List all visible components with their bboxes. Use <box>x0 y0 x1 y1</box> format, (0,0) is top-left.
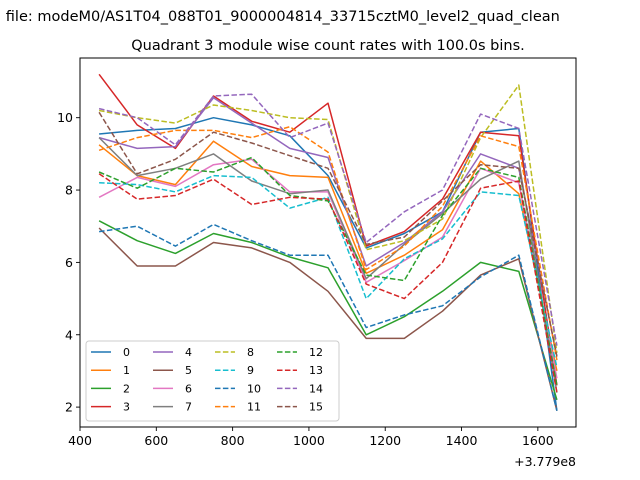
series-layer <box>98 73 558 411</box>
x-tick-label: 1400 <box>446 433 478 448</box>
x-tick-label: 800 <box>221 433 245 448</box>
y-axis: 2 4 6 8 10 <box>57 110 80 415</box>
legend-label-13: 13 <box>309 364 323 377</box>
legend-label-0: 0 <box>123 346 130 359</box>
legend-label-8: 8 <box>247 346 254 359</box>
plot-frame <box>79 57 577 428</box>
x-tick-label: 1000 <box>293 433 325 448</box>
legend-label-7: 7 <box>185 401 192 414</box>
x-axis-offset-label: +3.779e8 <box>514 454 576 469</box>
legend-label-14: 14 <box>309 382 323 395</box>
y-tick-label: 8 <box>65 183 73 198</box>
legend-frame <box>85 340 340 422</box>
legend-label-11: 11 <box>247 401 261 414</box>
series-line-9 <box>99 174 558 368</box>
series-line-14 <box>98 93 558 346</box>
legend-label-5: 5 <box>185 364 192 377</box>
legend-label-9: 9 <box>247 364 254 377</box>
series-line-4 <box>98 97 558 357</box>
legend-label-10: 10 <box>247 382 261 395</box>
series-line-5 <box>98 227 558 411</box>
series-line-10 <box>98 223 558 411</box>
y-tick-label: 4 <box>65 327 73 342</box>
series-line-11 <box>98 125 558 361</box>
y-tick-label: 2 <box>65 400 73 415</box>
legend-label-12: 12 <box>309 346 323 359</box>
series-line-2 <box>98 220 558 401</box>
series-line-13 <box>98 173 558 393</box>
y-tick-label: 10 <box>57 110 73 125</box>
x-tick-label: 1200 <box>369 433 401 448</box>
x-tick-label: 400 <box>68 433 92 448</box>
legend-label-1: 1 <box>123 364 130 377</box>
series-line-15 <box>98 111 558 357</box>
x-tick-label: 1600 <box>522 433 554 448</box>
x-tick-label: 600 <box>144 433 168 448</box>
legend-label-4: 4 <box>185 346 192 359</box>
y-tick-label: 6 <box>65 255 73 270</box>
chart-suptitle: n file: modeM0/AS1T04_088T01_9000004814_… <box>0 9 560 25</box>
series-line-3 <box>98 73 558 386</box>
legend-label-6: 6 <box>185 382 192 395</box>
series-line-1 <box>98 140 558 372</box>
legend-label-15: 15 <box>309 401 323 414</box>
legend-label-2: 2 <box>123 382 130 395</box>
legend-label-3: 3 <box>123 401 130 414</box>
x-axis: 400 600 800 1000 1200 1400 1600 <box>68 427 554 448</box>
chart-title: Quadrant 3 module wise count rates with … <box>131 38 525 54</box>
